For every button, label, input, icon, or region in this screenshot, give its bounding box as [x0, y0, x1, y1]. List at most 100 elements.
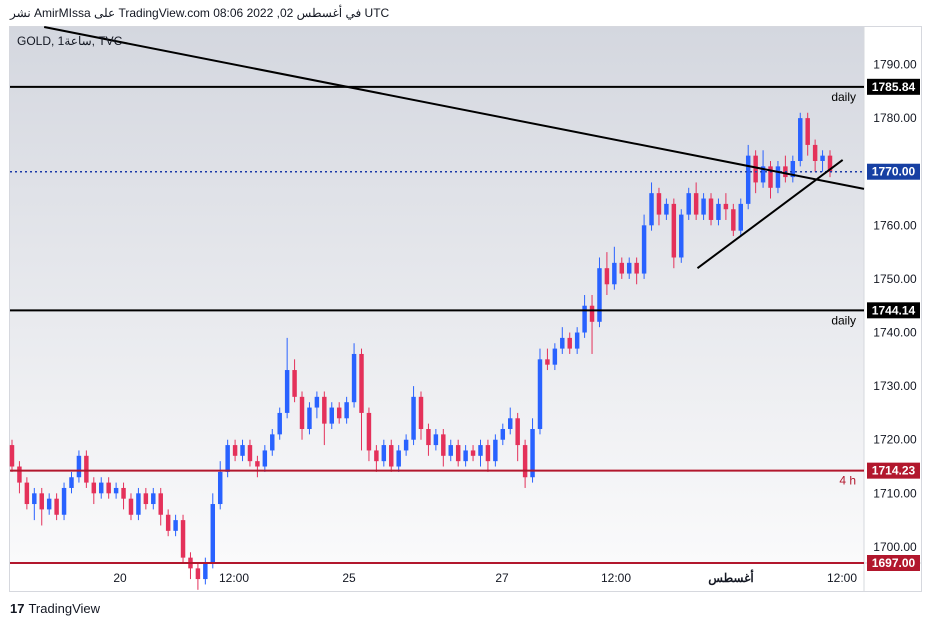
candle-body: [106, 482, 111, 494]
y-tick-label: 1710.00: [873, 486, 917, 500]
candle-body: [745, 155, 751, 204]
candle-body: [574, 332, 580, 349]
candle-body: [768, 166, 773, 188]
candle-body: [76, 455, 82, 478]
y-tick-label: 1740.00: [873, 326, 917, 340]
candle-body: [292, 370, 297, 397]
candle-body: [641, 225, 647, 274]
candle-body: [775, 166, 781, 188]
x-tick-label: 12:00: [601, 571, 631, 585]
candle-body: [500, 429, 506, 440]
y-tick-label: 1700.00: [873, 540, 917, 554]
candle-body: [151, 493, 156, 505]
candle-body: [679, 214, 684, 258]
candle-body: [262, 450, 268, 467]
candle-body: [708, 198, 714, 220]
candle-body: [374, 450, 379, 462]
candle-body: [634, 262, 639, 274]
x-tick-label: 12:00: [219, 571, 249, 585]
plot-background: [10, 27, 864, 563]
candle-body: [589, 305, 595, 322]
candle-body: [381, 445, 387, 462]
candle-body: [478, 445, 483, 456]
candle-body: [113, 487, 119, 494]
candle-body: [136, 493, 141, 515]
candle-body: [314, 396, 320, 408]
candle-body: [790, 161, 796, 178]
candle-body: [322, 396, 327, 424]
candle-body: [143, 493, 149, 505]
candle-body: [121, 487, 126, 499]
y-tick-label: 1750.00: [873, 272, 917, 286]
candle-body: [329, 407, 334, 424]
price-label: 1785.84: [872, 80, 916, 94]
candle-body: [336, 407, 342, 419]
candle-body: [470, 450, 476, 456]
candle-body: [738, 203, 743, 231]
candle-body: [455, 445, 461, 462]
candle-body: [604, 268, 610, 285]
candle-body: [426, 429, 431, 446]
candle-body: [649, 193, 654, 226]
candle-body: [671, 203, 677, 258]
candle-body: [530, 429, 535, 478]
candle-body: [597, 268, 602, 322]
candle-body: [820, 155, 825, 161]
candle-body: [664, 203, 669, 215]
candle-body: [716, 203, 721, 220]
publish-header: نشر AmirMIssa على TradingView.com في أغس…: [10, 6, 390, 20]
candle-body: [493, 439, 498, 462]
candle-body: [210, 504, 216, 563]
candle-body: [441, 434, 446, 456]
candle-body: [158, 493, 163, 515]
candle-body: [798, 118, 803, 161]
candle-body: [418, 396, 424, 429]
candle-body: [522, 445, 528, 478]
candle-body: [359, 353, 364, 413]
candle-body: [567, 337, 572, 349]
candle-body: [433, 434, 439, 446]
price-label: 1714.23: [872, 464, 916, 478]
candle-body: [195, 568, 201, 580]
candle-body: [612, 262, 617, 285]
tradingview-logo-icon: 17: [10, 601, 25, 616]
candle-body: [9, 445, 15, 467]
candle-body: [537, 359, 543, 429]
candle-body: [173, 520, 178, 531]
candle-body: [299, 396, 305, 429]
candle-body: [247, 445, 253, 462]
candle-body: [656, 193, 662, 215]
trendline: [696, 159, 844, 270]
candle-body: [389, 445, 394, 467]
candle-body: [686, 193, 691, 215]
candle-body: [128, 498, 134, 515]
candle-body: [731, 209, 736, 231]
candle-body: [701, 198, 706, 215]
price-label-box: [867, 78, 920, 95]
candle-body: [448, 445, 453, 456]
level-label: daily: [831, 313, 856, 327]
candle-body: [619, 262, 625, 274]
tradingview-brand-text: TradingView: [28, 601, 101, 616]
level-label: daily: [831, 90, 856, 104]
candle-body: [753, 155, 758, 183]
x-tick-label: 27: [495, 571, 509, 585]
candle-body: [403, 439, 409, 451]
price-label-box: [867, 163, 920, 180]
candle-body: [217, 471, 223, 505]
y-tick-label: 1720.00: [873, 433, 917, 447]
y-tick-label: 1730.00: [873, 379, 917, 393]
candle-body: [693, 193, 699, 215]
candle-body: [99, 482, 104, 494]
candle-body: [69, 477, 74, 488]
candle-body: [91, 482, 97, 494]
footer-brand[interactable]: 17 TradingView: [10, 601, 100, 616]
candle-body: [366, 412, 372, 451]
candle-body: [463, 450, 468, 462]
x-tick-label: 12:00: [827, 571, 857, 585]
x-tick-label: 20: [113, 571, 127, 585]
chart-frame[interactable]: [9, 26, 922, 592]
candle-body: [485, 445, 491, 462]
candle-body: [515, 418, 520, 446]
